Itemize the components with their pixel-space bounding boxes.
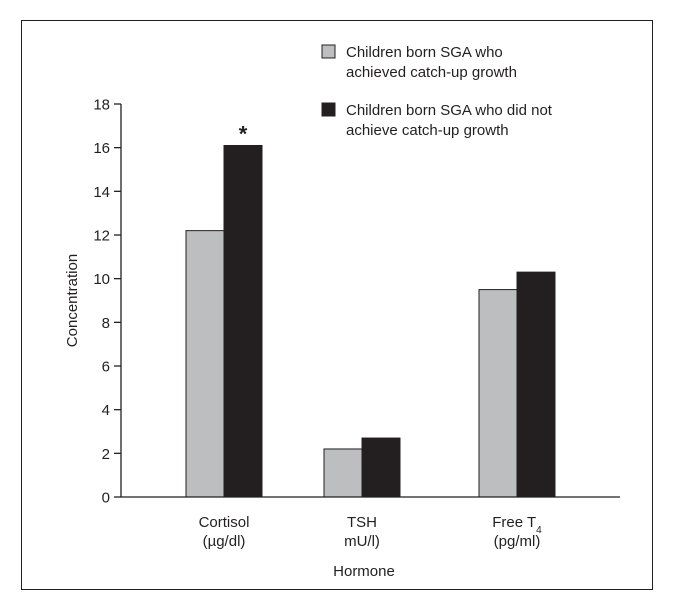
legend-label: Children born SGA who did not [346,102,553,119]
legend-label: Children born SGA who [346,44,503,61]
y-tick-label: 12 [93,228,110,245]
bar [223,144,263,498]
significance-star: * [239,121,248,146]
bar [323,448,363,498]
bar [478,289,518,498]
y-tick-label: 14 [93,184,110,201]
bar [516,271,556,498]
x-axis: Cortisol (µg/dl) TSH mU/l) Free T4(pg/ml) Hor… [121,496,620,580]
x-axis-title: Hormone [333,563,395,580]
figure-frame [21,20,653,590]
bar [361,437,401,498]
bar [185,230,225,498]
x-tick-label: TSH [347,514,377,531]
x-tick-label-unit: (µg/dl) [203,533,246,550]
annotations: * [239,121,248,146]
legend-swatch [321,102,336,117]
x-tick-label-subscript: 4 [536,525,542,536]
legend-swatch [321,44,336,59]
y-axis-title: Concentration [64,254,81,347]
legend-label: achieved catch-up growth [346,64,517,81]
y-tick-label: 16 [93,140,110,157]
y-tick-label: 10 [93,271,110,288]
y-tick-label: 2 [102,446,110,463]
y-tick-label: 0 [102,490,110,507]
bars [185,144,556,498]
x-tick-label: Free T4 [492,514,542,536]
x-tick-label: Cortisol [199,514,250,531]
x-tick-label-unit: mU/l) [344,533,380,550]
legend-label: achieve catch-up growth [346,122,509,139]
legend: Children born SGA who achieved catch-up g… [321,44,553,139]
y-tick-label: 6 [102,359,110,376]
y-tick-label: 4 [102,402,110,419]
x-tick-label-unit: (pg/ml) [494,533,541,550]
y-tick-label: 8 [102,315,110,332]
y-axis: 0 2 4 6 8 10 12 14 16 18 Concentration [64,97,122,507]
y-tick-label: 18 [93,97,110,114]
